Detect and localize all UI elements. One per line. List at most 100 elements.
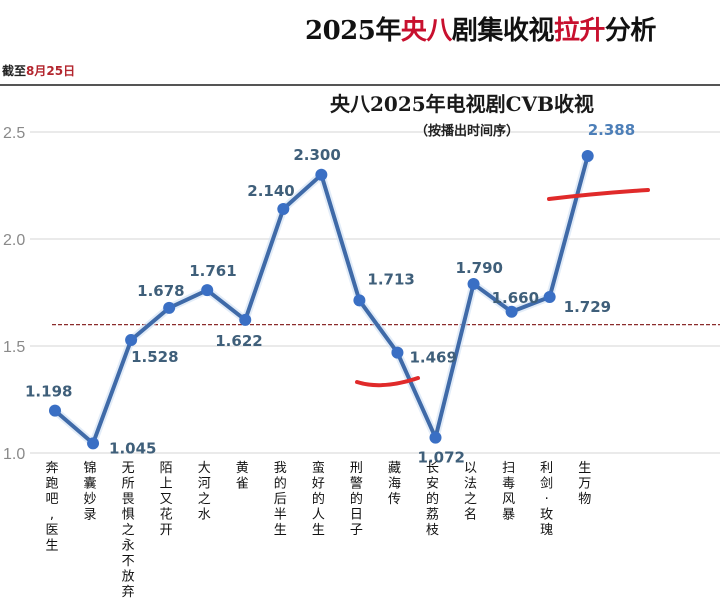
- x-category-label: ,: [50, 508, 54, 523]
- data-point-marker: [467, 277, 480, 290]
- x-category-label: 跑: [45, 477, 58, 492]
- title-channel: 央八: [400, 16, 453, 46]
- x-category-label: 生: [312, 523, 325, 538]
- y-tick-label: 2.0: [3, 232, 25, 249]
- data-point-marker: [125, 334, 138, 347]
- x-category-label: 毒: [502, 477, 515, 492]
- value-label: 1.198: [25, 383, 72, 401]
- x-category-label: 弃: [122, 585, 135, 600]
- y-tick-label: 2.5: [3, 125, 25, 142]
- value-label: 1.072: [418, 449, 465, 467]
- x-category-label: 河: [198, 477, 211, 492]
- x-category-label: 之: [198, 492, 211, 507]
- x-category-label: 不: [122, 554, 135, 569]
- data-point-marker: [49, 404, 61, 417]
- x-category-label: 传: [388, 492, 401, 507]
- x-category-label: 日: [350, 508, 363, 523]
- title-middle: 剧集收视: [451, 16, 555, 46]
- x-category-label: 惧: [122, 507, 135, 523]
- data-point-marker: [201, 284, 214, 297]
- data-point-marker: [353, 294, 366, 307]
- data-point-marker: [581, 149, 594, 162]
- data-point-marker: [87, 437, 100, 450]
- x-category-label: 刑: [350, 461, 363, 476]
- x-category-label: 的: [350, 491, 363, 507]
- x-category-label: 永: [122, 539, 135, 554]
- x-category-label: 以: [464, 461, 477, 476]
- x-category-label: 的: [274, 476, 287, 492]
- data-point-marker: [163, 301, 176, 314]
- x-category-label: 开: [160, 523, 173, 538]
- y-tick-label: 1.0: [3, 446, 25, 463]
- value-label: 2.140: [247, 182, 294, 200]
- x-category-label: 录: [84, 508, 97, 523]
- value-label: 1.622: [215, 332, 262, 350]
- x-category-label: 之: [464, 492, 477, 507]
- data-point-marker: [239, 313, 252, 326]
- annotation-stroke-high: [547, 188, 650, 201]
- x-category-label: 畏: [122, 492, 135, 507]
- title-year: 2025年: [305, 16, 401, 46]
- x-category-label: 长: [426, 461, 439, 476]
- value-label: 2.300: [293, 146, 340, 164]
- x-category-label: 蛮: [312, 460, 325, 476]
- x-category-label: 荔: [426, 508, 439, 523]
- value-label: 1.045: [109, 439, 156, 457]
- value-label: 1.528: [131, 348, 178, 366]
- x-category-label: 的: [312, 491, 325, 507]
- x-category-label: ·: [545, 492, 549, 507]
- data-point-marker: [505, 305, 518, 318]
- date-value: 8月25日: [26, 64, 76, 78]
- x-category-label: 法: [464, 477, 477, 492]
- main-title: 2025年央八剧集收视拉升分析: [305, 10, 656, 47]
- x-category-label: 半: [274, 508, 287, 523]
- x-category-label: 安: [426, 477, 439, 492]
- value-label: 1.761: [189, 262, 236, 280]
- data-point-marker: [315, 168, 328, 181]
- x-category-label: 奔: [45, 461, 58, 476]
- x-category-label: 利: [540, 461, 553, 476]
- data-point-marker: [391, 346, 404, 359]
- x-category-label: 陌: [160, 461, 173, 476]
- x-category-label: 妙: [84, 492, 97, 507]
- x-category-label: 花: [160, 507, 173, 523]
- date-label: 截至8月25日: [2, 62, 75, 79]
- x-category-label: 玫: [540, 508, 553, 523]
- chart-subtitle: （按播出时间序）: [415, 124, 520, 139]
- value-label: 1.469: [409, 349, 456, 367]
- x-category-label: 水: [198, 508, 211, 523]
- x-category-label: 物: [578, 492, 591, 507]
- x-category-label: 名: [464, 507, 477, 523]
- x-category-label: 放: [122, 570, 135, 585]
- value-label: 2.388: [588, 121, 635, 139]
- x-category-label: 黄: [236, 461, 249, 476]
- x-category-label: 大: [198, 461, 211, 476]
- x-category-label: 又: [160, 492, 173, 507]
- x-category-label: 我: [274, 461, 287, 476]
- x-category-label: 后: [274, 492, 287, 507]
- x-category-label: 子: [350, 523, 363, 538]
- x-category-label: 枝: [426, 523, 439, 538]
- value-label: 1.790: [456, 259, 503, 277]
- y-tick-label: 1.5: [3, 339, 25, 356]
- x-category-label: 所: [122, 477, 135, 492]
- x-category-label: 锦: [84, 461, 97, 476]
- value-label: 1.729: [564, 298, 611, 316]
- annotation-stroke-low: [355, 376, 420, 388]
- x-category-label: 上: [160, 477, 173, 492]
- x-category-label: 剑: [540, 476, 553, 492]
- x-category-label: 雀: [236, 477, 249, 492]
- title-highlight: 拉升: [553, 16, 606, 46]
- date-prefix: 截至: [2, 64, 27, 78]
- title-end: 分析: [604, 16, 657, 46]
- x-category-label: 万: [578, 477, 591, 492]
- data-point-marker: [543, 290, 556, 303]
- x-category-label: 人: [312, 508, 325, 523]
- x-category-label: 藏: [388, 461, 401, 476]
- x-category-label: 风: [502, 492, 515, 507]
- value-label: 1.678: [137, 282, 184, 300]
- x-category-label: 海: [388, 477, 401, 492]
- value-label: 1.713: [367, 270, 414, 288]
- header-divider: [0, 84, 720, 86]
